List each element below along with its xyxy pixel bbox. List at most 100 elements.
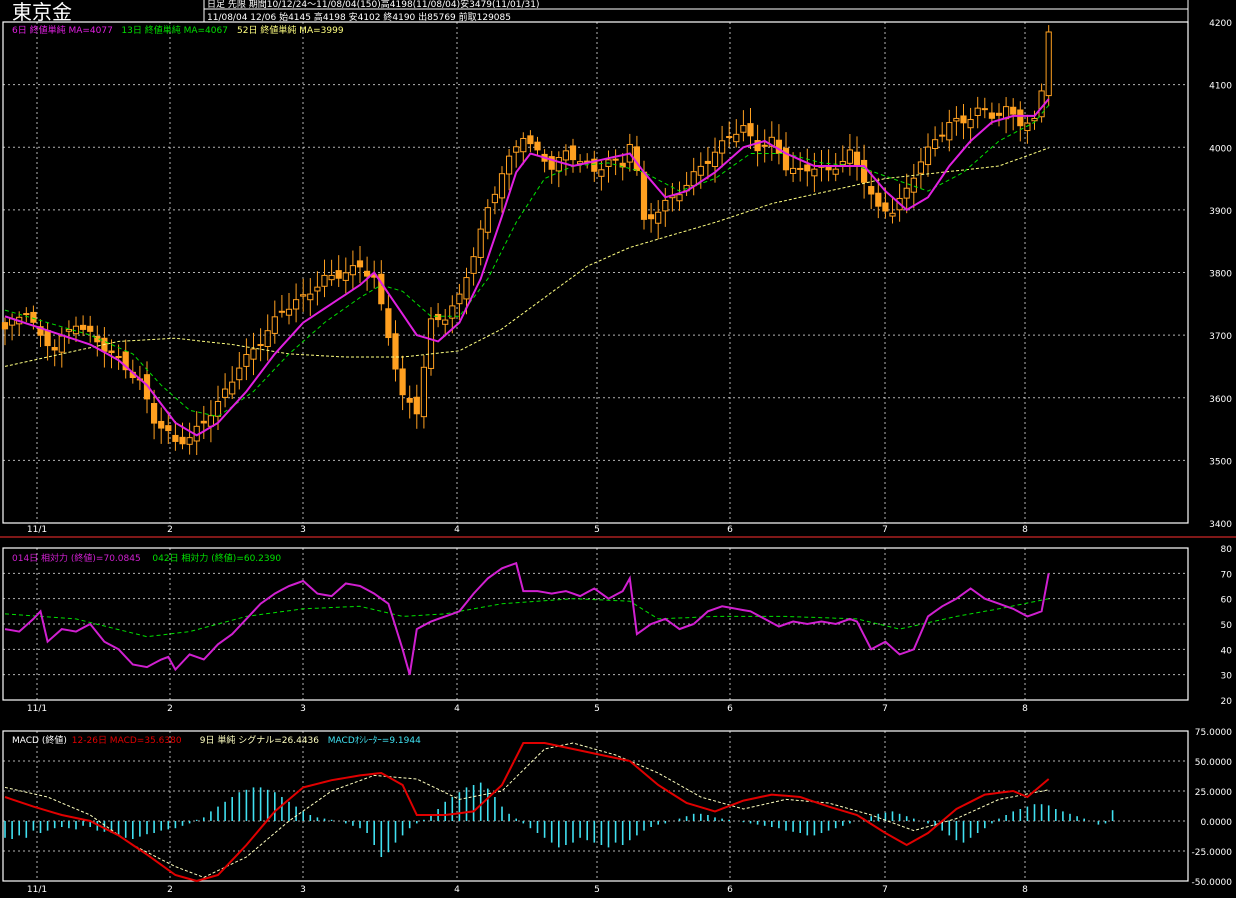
macd-panel: 75.0000 50.0000 25.0000 0.0000 -25.0000 -50.0… [2,728,1233,895]
price-legend: 6日 終値単純 MA=4077 13日 終値単純 MA=4067 52日 終値単純 … [12,24,344,36]
y-tick-label: 0.0000 [1201,818,1233,828]
x-tick-label: 2 [167,885,173,895]
candle-body [392,333,399,370]
candle-body [335,270,342,279]
candle-body [655,211,662,224]
candle-body [122,351,129,371]
price-candles [1,25,1052,456]
ma-6-line [4,98,1050,437]
candle-body [889,212,896,217]
macd-legend: MACD (終値) 12-26日 MACD=35.6380 9日 単純 シグナル=2… [12,734,421,746]
candle-body [278,310,285,313]
x-tick-label: 2 [167,704,173,714]
candle-body [364,270,371,277]
candle-body [761,144,768,147]
candle-body [648,214,655,220]
legend-label: 042日 相対力 (終値)=60.2390 [152,552,281,564]
candle-body [37,326,44,336]
candle-body [875,192,882,207]
candle-body [569,145,577,161]
y-tick-label: 3600 [1209,395,1232,405]
candle-body [356,260,364,268]
y-tick-label: -50.0000 [1192,878,1233,888]
rsi-panel: 80 70 60 50 40 30 20 11/1 2 3 4 5 6 7 8 014日 相対力 (終値)=… [2,545,1232,714]
header-info-line1: 日足 先限 期間10/12/24～11/08/04(150)高4198(11/0… [207,0,539,10]
candle-body [58,335,65,353]
candle-body [23,313,30,316]
rsi-series [4,561,1050,675]
candle-body [293,299,300,310]
macd-grid [2,730,1189,882]
candle-body [697,165,704,176]
rsi-axis: 80 70 60 50 40 30 20 11/1 2 3 4 5 6 7 8 [27,545,1232,714]
candle-body [1031,117,1038,122]
candle-body [186,437,193,445]
legend-label: 9日 単純 シグナル=26.4436 [200,734,319,746]
candle-body [555,156,562,172]
x-tick-label: 5 [594,704,600,714]
candle-body [740,125,747,133]
candle-body [243,354,250,367]
candle-body [1010,106,1017,115]
price-grid [2,21,1189,524]
price-panel: 4200 4100 4000 3900 3800 3700 3600 3500 3400 11/1… [1,19,1232,535]
x-tick-label: 6 [727,704,733,714]
candle-body [207,415,215,427]
candle-body [733,133,740,143]
candle-body [1045,31,1052,97]
y-tick-label: 4200 [1209,19,1232,29]
candle-body [413,396,420,415]
candle-body [349,265,356,276]
candle-body [51,346,58,351]
x-tick-label: 3 [300,704,306,714]
candle-body [960,115,967,124]
candle-body [456,293,463,305]
y-tick-label: -25.0000 [1192,848,1233,858]
legend-label: MACD (終値) [12,734,67,746]
candle-body [690,171,697,187]
legend-label: 13日 終値単純 MA=4067 [121,24,228,36]
candle-body [747,123,754,137]
candle-body [811,168,818,177]
candle-body [953,117,960,122]
x-tick-label: 5 [594,885,600,895]
candle-body [307,293,314,301]
candle-body [65,328,73,332]
candle-body [640,171,648,220]
candle-body [328,274,335,281]
macd-line [4,742,1050,883]
y-tick-label: 50.0000 [1195,758,1232,768]
rsi-042-line [4,598,1049,638]
header-info-line2: 11/08/04 12/06 始4145 高4198 安4102 終4190 出… [207,11,511,23]
x-tick-label: 3 [300,885,306,895]
y-tick-label: 25.0000 [1195,788,1232,798]
macd-histogram [4,782,1114,857]
candle-body [995,112,1003,116]
candle-body [399,368,406,396]
candle-body [477,228,484,258]
candle-body [222,388,229,398]
rsi-grid [2,547,1189,701]
candle-body [214,400,222,417]
candle-body [427,318,435,369]
x-tick-label: 3 [300,525,306,535]
candle-body [285,308,293,316]
candle-body [868,186,875,195]
candle-body [612,158,619,161]
x-tick-label: 6 [727,525,733,535]
candle-body [704,160,711,164]
candle-body [861,159,868,183]
plot-frame [2,21,1189,524]
chart-title: 東京金 [12,0,72,24]
candle-body [1017,109,1024,127]
candle-body [797,167,804,170]
candle-body [442,319,449,325]
candle-body [591,158,598,172]
candle-body [506,155,513,175]
x-tick-label: 8 [1022,885,1028,895]
candle-body [711,151,719,168]
price-axis: 4200 4100 4000 3900 3800 3700 3600 3500 3400 11/1… [27,19,1232,535]
candle-body [200,420,207,424]
candle-body [115,355,122,358]
